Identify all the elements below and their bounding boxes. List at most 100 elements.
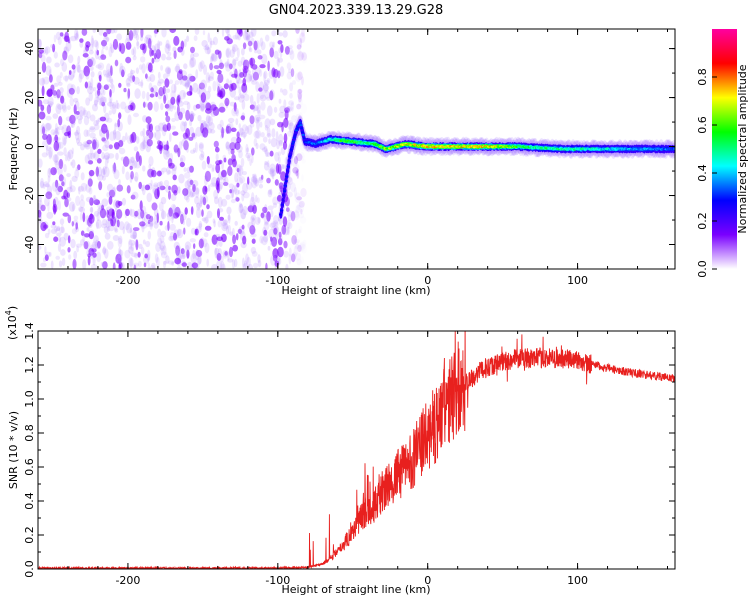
spectrogram-noise-blob [107, 101, 114, 107]
spectrogram-noise-blob [104, 248, 109, 259]
spectrogram-noise-blob [155, 49, 161, 59]
spectrogram-noise-blob [227, 158, 233, 166]
spectrogram-noise-blob [80, 239, 85, 246]
spectrogram-noise-blob [141, 90, 146, 100]
spectrogram-noise-blob [159, 240, 166, 252]
spectrogram-noise-blob [142, 128, 146, 138]
spectrogram-noise-blob [225, 145, 232, 151]
spectrogram-noise-blob [98, 181, 103, 191]
spectrogram-noise-blob [140, 184, 145, 192]
spectrogram-noise-blob [73, 131, 79, 136]
spectrogram-noise-blob [78, 206, 84, 212]
spectrogram-noise-blob [106, 117, 113, 123]
spectrogram-noise-blob [234, 189, 240, 196]
spectrogram-noise-blob [159, 220, 163, 226]
spectrogram-noise-blob [83, 107, 86, 116]
spectrogram-noise-blob [261, 214, 265, 220]
spectrogram-noise-blob [126, 90, 130, 101]
spectrogram-noise-blob [89, 66, 94, 71]
snr-frame [37, 330, 676, 570]
spectrogram-noise-blob [115, 253, 122, 264]
spectrogram-noise-blob [296, 240, 299, 249]
spectrogram-noise-blob [274, 151, 280, 162]
spectrogram-noise-blob [124, 37, 131, 47]
spectrogram-noise-blob [293, 239, 301, 244]
spectrogram-noise-blob [285, 263, 289, 269]
spectrogram-noise-blob [116, 220, 120, 227]
spectrogram-noise-blob [47, 101, 54, 106]
spectrogram-noise-blob [142, 165, 146, 172]
spectrogram-noise-blob [69, 114, 76, 124]
spectrogram-noise-blob [252, 71, 259, 81]
spectrogram-noise-blob [177, 101, 184, 107]
spectrogram-noise-blob [288, 122, 294, 127]
spectrogram-ridge-point [284, 180, 288, 183]
spectrogram-noise-blob [229, 246, 233, 258]
spectrogram-noise-blob [203, 216, 209, 224]
spectrogram-noise-blob [163, 149, 170, 160]
spectrogram-noise-blob [263, 70, 268, 79]
spectrogram-noise-blob [99, 208, 107, 219]
spectrogram-noise-blob [131, 191, 139, 200]
spectrogram-noise-blob [156, 212, 159, 223]
spectrogram-noise-blob [155, 242, 161, 253]
spectrogram-ridge-point [283, 190, 287, 193]
spectrogram-ridge-point [301, 133, 305, 136]
spectrogram-noise-blob [216, 252, 222, 261]
spectrogram-noise-blob [214, 196, 219, 205]
spectrogram-noise-blob [83, 65, 90, 77]
spectrogram-noise-blob [95, 221, 99, 230]
spectrogram-noise-blob [38, 38, 42, 49]
spectrogram-noise-blob [76, 86, 80, 95]
spectrogram-ridge-point [292, 136, 296, 139]
spectrogram-noise-blob [228, 214, 231, 224]
spectrogram-noise-blob [41, 77, 45, 86]
spectrogram-noise-blob [221, 29, 225, 37]
y-tick-label: -40 [23, 236, 36, 254]
spectrogram-noise-blob [222, 154, 227, 161]
spectrogram-noise-blob [92, 255, 96, 266]
spectrogram-noise-blob [297, 89, 303, 100]
spectrogram-noise-blob [105, 69, 113, 78]
spectrogram-noise-blob [196, 87, 201, 95]
spectrogram-noise-blob [195, 249, 203, 257]
spectrogram-noise-blob [273, 50, 279, 60]
spectrogram-noise-blob [141, 63, 146, 74]
spectrogram-noise-blob [263, 221, 270, 231]
spectrogram-noise-blob [273, 215, 279, 224]
spectrogram-noise-blob [206, 204, 210, 210]
spectrogram-noise-blob [171, 215, 175, 220]
spectrogram-noise-blob [82, 233, 86, 243]
spectrogram-noise-blob [76, 125, 81, 135]
spectrogram-noise-blob [180, 254, 186, 260]
spectrogram-noise-blob [261, 53, 268, 65]
spectrogram-noise-blob [259, 89, 265, 100]
spectrogram-noise-blob [138, 81, 144, 87]
spectrogram-noise-blob [50, 228, 58, 234]
spectrogram-ridge-point [283, 184, 287, 187]
spectrogram-noise-blob [269, 47, 275, 58]
spectrogram-noise-blob [217, 220, 222, 228]
spectrogram-noise-blob [170, 203, 177, 214]
spectrogram-noise-blob [146, 249, 151, 261]
spectrogram-ridge-point [288, 155, 292, 158]
spectrogram-noise-blob [45, 191, 53, 200]
spectrogram-ridge-point [290, 145, 294, 148]
spectrogram-noise-blob [198, 238, 204, 249]
spectrogram-noise-blob [276, 195, 283, 202]
spectrogram-noise-blob [125, 171, 130, 181]
spectrogram-noise-blob [67, 74, 75, 80]
spectrogram-noise-blob [168, 185, 171, 191]
spectrogram-noise-blob [272, 202, 277, 208]
spectrogram-noise-blob [94, 123, 100, 131]
spectrogram-noise-blob [146, 129, 149, 137]
spectrogram-ridge-point [299, 124, 303, 127]
spectrogram-noise-blob [102, 69, 107, 76]
spectrogram-noise-blob [157, 228, 162, 238]
spectrogram-noise-blob [275, 163, 280, 174]
spectrogram-noise-blob [156, 144, 163, 150]
spectrogram-noise-blob [255, 117, 260, 122]
spectrogram-noise-blob [204, 46, 212, 55]
spectrogram-noise-blob [179, 89, 187, 100]
spectrogram-ridge-point [289, 153, 293, 155]
